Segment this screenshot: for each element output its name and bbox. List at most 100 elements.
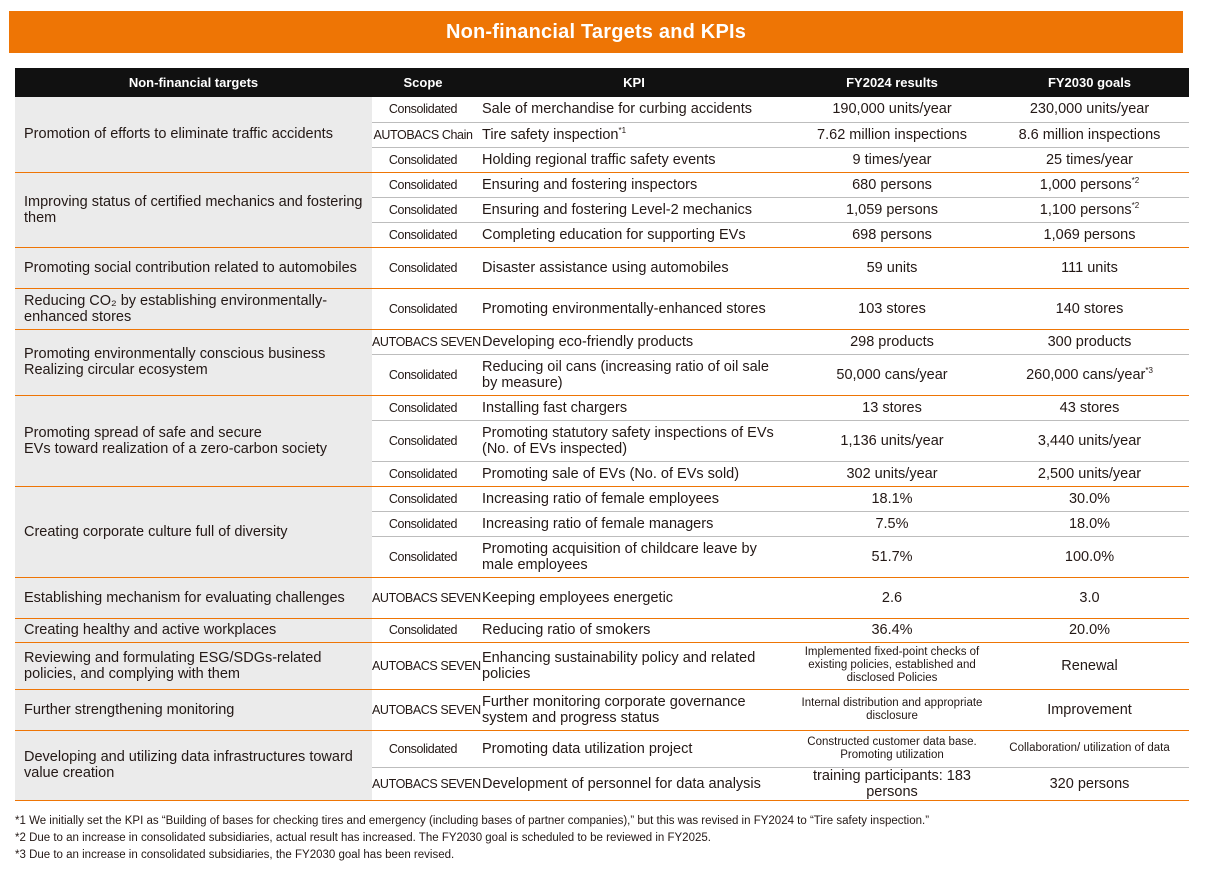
cell-text: AUTOBACS SEVEN <box>372 658 481 673</box>
footnotes: *1 We initially set the KPI as “Building… <box>15 813 929 864</box>
kpi-cell: Promoting statutory safety inspections o… <box>474 420 794 462</box>
kpi-cell: Promoting sale of EVs (No. of EVs sold) <box>474 461 794 487</box>
cell-text: Consolidated <box>388 623 458 637</box>
table-row: Consolidated Ensuring and fostering Level… <box>15 197 1189 223</box>
target-line: Further strengthening monitoring <box>24 701 235 718</box>
cell-text: 51.7% <box>871 548 913 565</box>
target-line: Promoting environmentally conscious busi… <box>24 346 326 362</box>
target-line: Promoting spread of safe and secure <box>24 424 262 441</box>
result-cell: 7.62 million inspections <box>794 122 990 148</box>
result-cell: 680 persons <box>794 172 990 198</box>
target-line: Creating corporate culture full of diver… <box>24 523 288 540</box>
goal-cell: 300 products <box>990 329 1189 355</box>
table-row: Reducing CO₂ by establishing environment… <box>15 288 1189 330</box>
cell-text: Holding regional traffic safety events <box>482 151 716 168</box>
scope-cell: Consolidated <box>372 222 474 248</box>
cell-text: Consolidated <box>388 202 458 217</box>
kpi-cell: Promoting data utilization project <box>474 730 794 768</box>
scope-cell: AUTOBACS SEVEN <box>372 689 481 731</box>
footnote-marker: *3 <box>1145 365 1153 375</box>
cell-text: 36.4% <box>871 622 913 638</box>
header-goals: FY2030 goals <box>990 68 1189 97</box>
goal-cell: 100.0% <box>990 536 1189 578</box>
cell-text: Promoting environmentally-enhanced store… <box>482 300 766 317</box>
kpi-cell: Increasing ratio of female managers <box>474 511 794 537</box>
cell-text: 9 times/year <box>852 151 932 168</box>
cell-text: Completing education for supporting EVs <box>482 226 746 243</box>
result-cell: 2.6 <box>794 577 990 619</box>
goal-cell: 20.0% <box>990 618 1189 643</box>
cell-text: Consolidated <box>388 433 458 448</box>
cell-text: 103 stores <box>858 300 926 317</box>
goal-cell: Renewal <box>990 642 1189 690</box>
kpi-cell: Sale of merchandise for curbing accident… <box>474 97 794 123</box>
kpi-cell: Development of personnel for data analys… <box>474 767 794 801</box>
goal-cell: 30.0% <box>990 486 1189 512</box>
cell-text: Development of personnel for data analys… <box>482 775 761 792</box>
footnote: *3 Due to an increase in consolidated su… <box>15 849 455 861</box>
cell-text: 1,100 persons <box>1039 201 1132 218</box>
cell-text: Consolidated <box>388 741 458 756</box>
result-cell: 302 units/year <box>794 461 990 487</box>
result-cell: 7.5% <box>794 511 990 537</box>
scope-cell: AUTOBACS SEVEN <box>372 329 481 355</box>
cell-text: 100.0% <box>1064 548 1115 565</box>
scope-cell: Consolidated <box>372 197 474 223</box>
cell-text: 59 units <box>866 259 918 276</box>
goal-cell: 260,000 cans/year*3 <box>990 354 1189 396</box>
cell-text: Promoting data utilization project <box>482 740 693 757</box>
goal-cell: 3.0 <box>990 577 1189 619</box>
cell-text: 298 products <box>850 333 934 350</box>
table-row: Establishing mechanism for evaluating ch… <box>15 577 1189 619</box>
cell-text: training participants: 183 persons <box>813 767 971 800</box>
cell-text: Renewal <box>1061 657 1118 674</box>
header-target: Non-financial targets <box>15 68 372 97</box>
cell-text: 30.0% <box>1068 490 1111 507</box>
kpi-cell: Further monitoring corporate governance … <box>474 689 794 731</box>
target-cell: Promotion of efforts to eliminate traffi… <box>15 97 372 173</box>
scope-cell: Consolidated <box>372 511 474 537</box>
cell-text: Consolidated <box>388 400 458 415</box>
scope-cell: Consolidated <box>372 395 474 421</box>
target-cell: Establishing mechanism for evaluating ch… <box>15 577 372 619</box>
result-cell: 103 stores <box>794 288 990 330</box>
cell-text: Internal distribution and appropriate di… <box>801 696 983 722</box>
scope-cell: Consolidated <box>372 420 474 462</box>
table-row: Creating corporate culture full of diver… <box>15 486 1189 578</box>
goal-cell: 8.6 million inspections <box>990 122 1189 148</box>
cell-text: Further monitoring corporate governance … <box>482 693 746 726</box>
target-cell: Creating corporate culture full of diver… <box>15 486 372 578</box>
result-cell: 1,136 units/year <box>794 420 990 462</box>
table-row: AUTOBACS Chain Tire safety inspection*1 7.… <box>15 122 1189 148</box>
cell-text: AUTOBACS SEVEN <box>372 590 481 605</box>
result-cell: 13 stores <box>794 395 990 421</box>
table-row: Further strengthening monitoring AUTOBACS… <box>15 689 1189 731</box>
cell-text: Constructed customer data base. Promotin… <box>807 735 977 761</box>
kpi-cell: Increasing ratio of female employees <box>474 486 794 512</box>
goal-cell: 25 times/year <box>990 147 1189 173</box>
cell-text: 7.5% <box>875 515 909 532</box>
target-line: Reducing CO₂ by establishing environment… <box>24 292 328 325</box>
cell-text: Promoting statutory safety inspections o… <box>482 424 774 457</box>
cell-text: 320 persons <box>1049 775 1130 792</box>
result-cell: Implemented fixed-point checks of existi… <box>794 642 990 690</box>
target-line: EVs toward realization of a zero-carbon … <box>24 440 328 457</box>
cell-text: Increasing ratio of female employees <box>482 490 719 507</box>
scope-cell: Consolidated <box>372 536 474 578</box>
goal-cell: 3,440 units/year <box>990 420 1189 462</box>
result-cell: 698 persons <box>794 222 990 248</box>
cell-text: 2,500 units/year <box>1037 465 1142 482</box>
result-cell: 9 times/year <box>794 147 990 173</box>
cell-text: Developing eco-friendly products <box>482 333 694 350</box>
table-row: Consolidated Reducing oil cans (increasin… <box>15 354 1189 396</box>
result-cell: 51.7% <box>794 536 990 578</box>
cell-text: 43 stores <box>1059 399 1120 416</box>
cell-text: 2.6 <box>881 589 903 606</box>
goal-cell: Collaboration/ utilization of data <box>990 730 1189 768</box>
cell-text: 1,059 persons <box>846 201 938 218</box>
cell-text: Consolidated <box>388 177 458 192</box>
cell-text: 18.1% <box>871 490 913 507</box>
target-line: Improving status of certified mechanics … <box>24 193 363 226</box>
cell-text: 111 units <box>1061 259 1118 276</box>
table-row: Promotion of efforts to eliminate traffi… <box>15 97 1189 173</box>
